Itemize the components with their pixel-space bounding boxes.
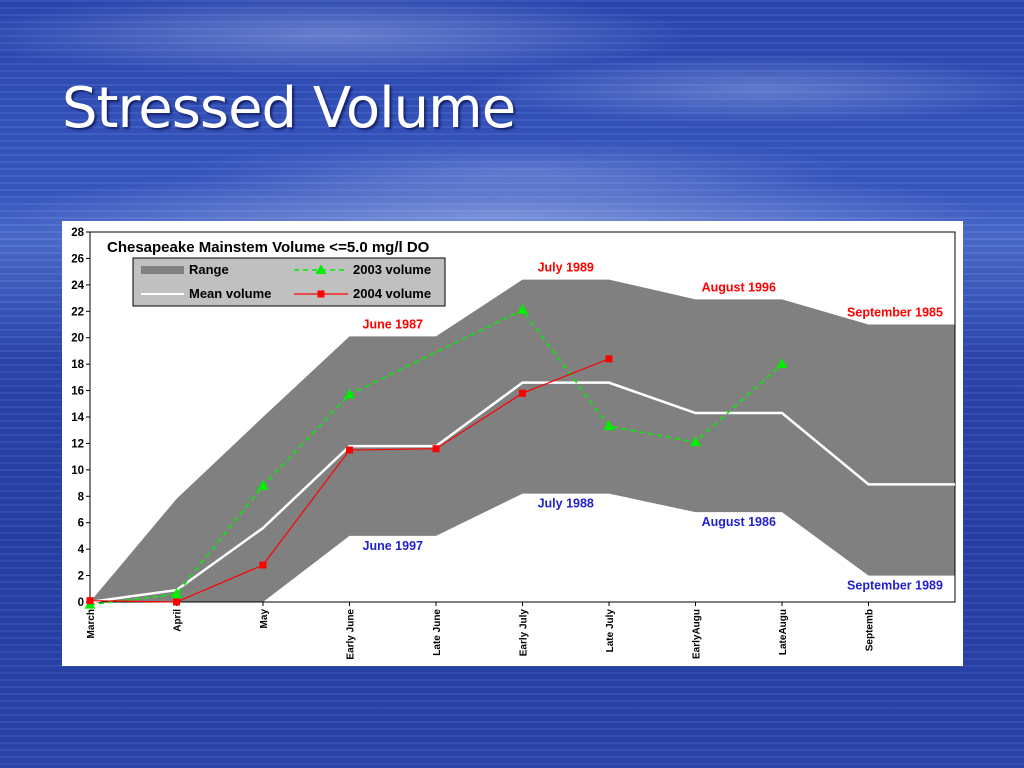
x-tick-label: Early July	[519, 609, 530, 657]
series-2004-point	[346, 446, 353, 454]
x-tick-label: April	[173, 609, 184, 632]
legend-2004-label: 2004 volume	[353, 286, 431, 301]
range-band-layer	[90, 279, 955, 602]
x-tick-label: May	[259, 609, 270, 629]
x-tick-label: LateAugu	[778, 609, 789, 655]
legend-range-swatch	[141, 266, 184, 274]
y-tick-label: 10	[71, 465, 84, 477]
annotation-label: June 1987	[363, 317, 424, 331]
y-tick-label: 8	[78, 491, 85, 503]
slide-title: Stressed Volume	[62, 76, 516, 141]
series-2003-point	[257, 479, 269, 490]
legend-2004-marker	[317, 290, 325, 298]
series-2004-point	[173, 598, 180, 606]
y-tick-label: 20	[71, 333, 84, 345]
series-2003-point	[776, 358, 788, 369]
range-band	[90, 279, 955, 602]
x-tick-label: Late July	[605, 609, 616, 653]
annotation-label: September 1985	[847, 306, 943, 320]
y-tick-label: 4	[78, 544, 85, 556]
series-mean-line	[89, 381, 955, 604]
series-2004-point	[86, 597, 94, 605]
legend: Range 2003 volume Mean volume 2004 volum…	[132, 257, 446, 307]
legend-2003-label: 2003 volume	[353, 262, 431, 277]
legend-mean-label: Mean volume	[189, 286, 271, 301]
series-2004-point	[432, 445, 440, 453]
legend-2003-marker	[315, 264, 327, 274]
annotation-label: August 1986	[702, 515, 776, 529]
series-2003-point	[517, 303, 528, 314]
y-tick-label: 24	[71, 280, 84, 292]
x-tick-label: Septemb	[865, 609, 876, 651]
annotation-label: July 1989	[538, 261, 594, 275]
y-tick-label: 6	[78, 518, 84, 530]
series-2004-point	[605, 355, 613, 363]
series-2003-point	[171, 588, 182, 599]
y-tick-label: 12	[71, 438, 84, 450]
series-2003-line	[89, 308, 783, 606]
y-tick-label: 16	[71, 386, 84, 398]
y-tick-label: 28	[71, 227, 84, 239]
y-tick-label: 26	[71, 253, 84, 265]
series-2004-point	[259, 561, 267, 569]
series-layer	[84, 303, 955, 609]
chart-panel: 0 2 4 6 8 10 12 14 16 18 20 22 24 26 28 March April May Ea…	[62, 221, 963, 666]
y-tick-label: 14	[71, 412, 84, 424]
annotation-label: June 1997	[363, 539, 424, 553]
y-tick-label: 18	[71, 359, 84, 371]
series-2003-point	[690, 436, 701, 447]
annotation-layer: June 1987 July 1989 August 1996 September 1…	[363, 261, 943, 593]
chart-title: Chesapeake Mainstem Volume <=5.0 mg/l DO	[107, 239, 430, 256]
legend-box	[132, 257, 446, 307]
y-tick-label: 0	[78, 597, 84, 609]
series-2004-point	[519, 389, 526, 397]
series-2003-point	[344, 388, 355, 399]
y-tick-label: 2	[78, 571, 84, 583]
x-tick-label: EarlyAugu	[692, 609, 703, 659]
x-tick-label: Early June	[346, 609, 357, 660]
y-tick-label: 22	[71, 306, 84, 318]
x-tick-label: Late June	[432, 609, 443, 656]
annotation-label: July 1988	[538, 497, 594, 511]
x-tick-label: March	[86, 609, 97, 638]
annotation-label: August 1996	[702, 280, 776, 294]
annotation-label: September 1989	[847, 579, 943, 593]
legend-range-label: Range	[189, 262, 229, 277]
series-2003-point	[603, 420, 615, 431]
